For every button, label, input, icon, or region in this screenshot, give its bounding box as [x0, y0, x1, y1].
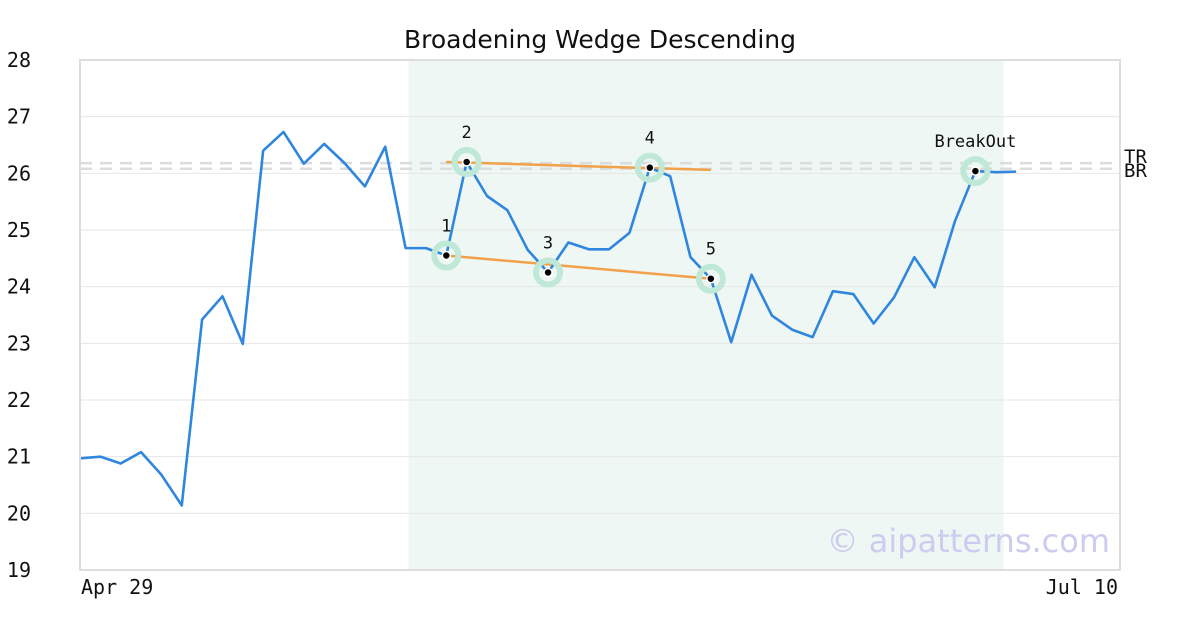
- pattern-point-label: 3: [543, 234, 553, 254]
- reference-line-label: BR: [1124, 160, 1147, 182]
- trend-line: [446, 160, 711, 172]
- y-tick-label: 27: [7, 105, 31, 129]
- chart-title: Broadening Wedge Descending: [404, 25, 796, 54]
- pattern-point-label: 5: [706, 240, 716, 260]
- pattern-point-marker: [970, 166, 981, 176]
- pattern-point-label: 2: [462, 123, 472, 143]
- y-tick-label: 19: [7, 558, 31, 582]
- y-tick-label: 22: [7, 388, 31, 412]
- y-tick-label: 26: [7, 161, 31, 185]
- pattern-point-halo: [431, 240, 462, 271]
- pattern-window: [408, 60, 1004, 570]
- pattern-point-halo: [695, 263, 726, 294]
- y-tick-label: 23: [7, 331, 31, 355]
- pattern-point-marker: [706, 273, 716, 284]
- y-tick-label: 25: [7, 218, 31, 242]
- plot-frame: [79, 59, 1121, 571]
- pattern-point-marker: [441, 250, 452, 261]
- x-tick-label: Apr 29: [81, 575, 153, 599]
- watermark: © aipatterns.com: [827, 522, 1110, 560]
- y-tick-label: 28: [7, 48, 31, 72]
- pattern-point-marker: [645, 162, 655, 173]
- pattern-point-marker: [461, 157, 472, 167]
- x-tick-label: Jul 10: [1046, 575, 1118, 599]
- reference-line-label: TR: [1124, 146, 1147, 168]
- pattern-point-label: 4: [645, 129, 655, 149]
- pattern-point-label: BreakOut: [934, 132, 1016, 152]
- pattern-point-marker: [543, 267, 553, 278]
- y-tick-label: 21: [7, 445, 31, 469]
- pattern-point-label: 1: [441, 217, 451, 237]
- trend-line: [446, 254, 711, 280]
- pattern-point-halo: [451, 147, 482, 177]
- y-tick-label: 20: [7, 501, 31, 525]
- pattern-point-halo: [960, 156, 991, 187]
- pattern-point-halo: [634, 152, 665, 183]
- y-tick-label: 24: [7, 275, 31, 299]
- pattern-point-halo: [533, 257, 564, 288]
